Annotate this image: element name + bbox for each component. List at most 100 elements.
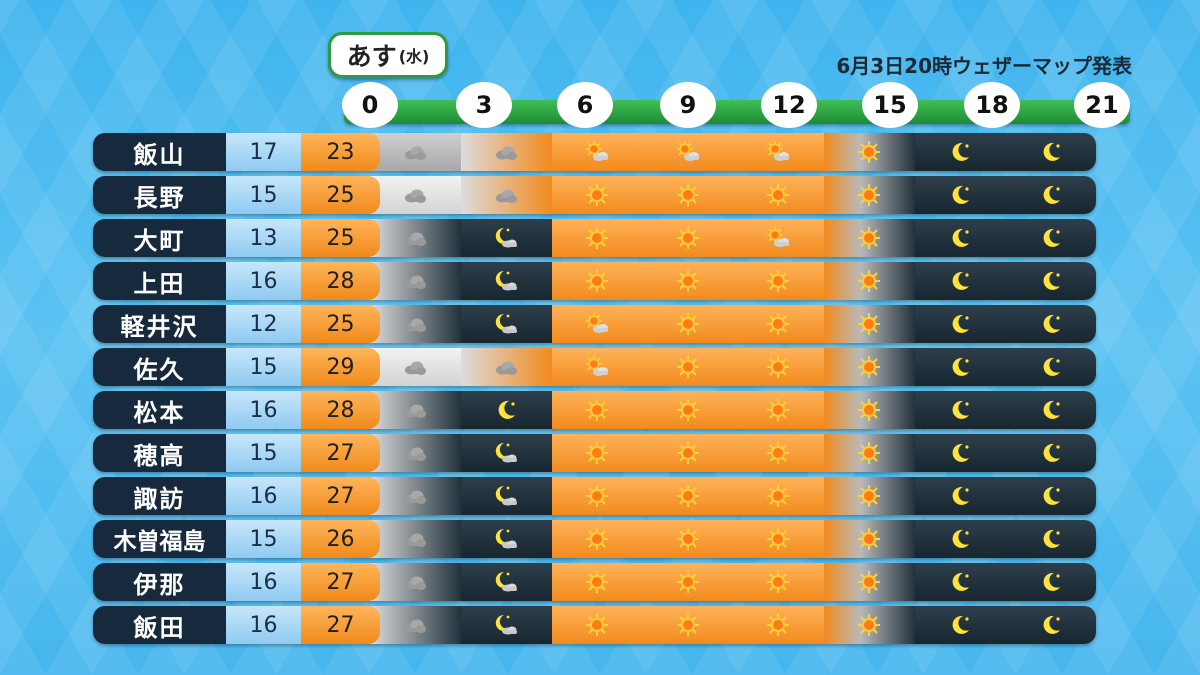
sun-cloud-icon xyxy=(767,141,790,161)
weather-cell-18 xyxy=(914,606,1006,644)
sun-icon xyxy=(676,442,699,464)
sun-icon xyxy=(585,184,608,206)
max-temp: 25 xyxy=(301,305,380,343)
weather-cell-6 xyxy=(551,606,643,644)
moon-icon xyxy=(1043,357,1060,376)
city-name: 上田 xyxy=(93,262,226,300)
moon-icon xyxy=(952,615,969,634)
city-name: 大町 xyxy=(93,219,226,257)
moon-icon xyxy=(952,486,969,505)
moon-icon xyxy=(1043,486,1060,505)
weather-cell-6 xyxy=(551,434,643,472)
sun-cloud-icon xyxy=(767,227,790,247)
weather-cell-18 xyxy=(914,305,1006,343)
min-temp: 16 xyxy=(226,477,301,515)
moon-icon xyxy=(952,357,969,376)
city-name: 木曽福島 xyxy=(93,520,226,558)
sun-cloud-icon xyxy=(676,141,699,161)
weather-cell-21 xyxy=(1005,606,1096,644)
day-label: あす xyxy=(346,42,397,71)
weather-cell-12 xyxy=(733,477,824,515)
sun-icon xyxy=(676,313,699,335)
moon-icon xyxy=(952,228,969,247)
weather-cells xyxy=(370,133,1096,171)
weather-cell-0 xyxy=(370,305,461,343)
sun-icon xyxy=(676,227,699,249)
weather-cell-21 xyxy=(1005,305,1096,343)
min-temp: 16 xyxy=(226,391,301,429)
sun-icon xyxy=(676,528,699,550)
weather-cell-18 xyxy=(914,563,1006,601)
sun-cloud-icon xyxy=(585,141,608,161)
weather-cell-6 xyxy=(551,563,643,601)
weather-cell-0 xyxy=(370,219,461,257)
max-temp: 27 xyxy=(301,477,380,515)
weather-cell-21 xyxy=(1005,348,1096,386)
weather-cell-6 xyxy=(551,133,643,171)
weather-cell-9 xyxy=(642,262,733,300)
weather-cell-15 xyxy=(823,348,915,386)
hour-label-3: 3 xyxy=(456,82,512,128)
weather-cell-3 xyxy=(460,520,552,558)
weather-cells xyxy=(370,563,1096,601)
moon-cloud-icon xyxy=(495,227,518,248)
sun-icon xyxy=(676,356,699,378)
sun-icon xyxy=(767,614,790,636)
hour-label-12: 12 xyxy=(761,82,817,128)
weather-cell-12 xyxy=(733,434,824,472)
weather-cell-15 xyxy=(823,606,915,644)
sun-icon xyxy=(858,528,881,550)
weather-cell-6 xyxy=(551,477,643,515)
weather-cell-12 xyxy=(733,176,824,214)
moon-icon xyxy=(952,400,969,419)
cloud-icon xyxy=(405,619,427,633)
min-temp: 13 xyxy=(226,219,301,257)
moon-cloud-icon xyxy=(495,313,518,334)
weather-cell-12 xyxy=(733,520,824,558)
moon-icon xyxy=(1043,529,1060,548)
max-temp: 27 xyxy=(301,434,380,472)
forecast-row: 大町 13 25 xyxy=(93,219,1096,257)
cloud-icon xyxy=(496,146,518,160)
sun-icon xyxy=(858,270,881,292)
cloud-icon xyxy=(405,275,427,289)
weather-cell-15 xyxy=(823,563,915,601)
weather-cell-9 xyxy=(642,520,733,558)
sun-icon xyxy=(585,399,608,421)
max-temp: 26 xyxy=(301,520,380,558)
weather-cell-12 xyxy=(733,305,824,343)
weather-cell-15 xyxy=(823,391,915,429)
cloud-icon xyxy=(496,361,518,375)
weather-cell-6 xyxy=(551,391,643,429)
city-name: 飯山 xyxy=(93,133,226,171)
moon-icon xyxy=(1043,228,1060,247)
sun-icon xyxy=(858,485,881,507)
weather-cell-18 xyxy=(914,348,1006,386)
sun-icon xyxy=(858,399,881,421)
weather-cell-15 xyxy=(823,305,915,343)
sun-icon xyxy=(767,485,790,507)
weather-cells xyxy=(370,520,1096,558)
min-temp: 16 xyxy=(226,262,301,300)
sun-icon xyxy=(858,184,881,206)
max-temp: 29 xyxy=(301,348,380,386)
forecast-row: 木曽福島 15 26 xyxy=(93,520,1096,558)
sun-icon xyxy=(585,485,608,507)
sun-icon xyxy=(585,528,608,550)
weather-cell-0 xyxy=(370,520,461,558)
weather-cell-18 xyxy=(914,520,1006,558)
moon-icon xyxy=(952,443,969,462)
sun-icon xyxy=(767,571,790,593)
moon-icon xyxy=(952,185,969,204)
weather-cell-9 xyxy=(642,176,733,214)
weather-cell-18 xyxy=(914,391,1006,429)
moon-icon xyxy=(1043,615,1060,634)
weather-cell-3 xyxy=(460,262,552,300)
moon-icon xyxy=(1043,271,1060,290)
forecast-row: 穂高 15 27 xyxy=(93,434,1096,472)
sun-icon xyxy=(676,485,699,507)
announcement-text: 6月3日20時ウェザーマップ発表 xyxy=(836,54,1132,78)
weather-cell-9 xyxy=(642,606,733,644)
weather-cell-3 xyxy=(460,434,552,472)
min-temp: 16 xyxy=(226,563,301,601)
